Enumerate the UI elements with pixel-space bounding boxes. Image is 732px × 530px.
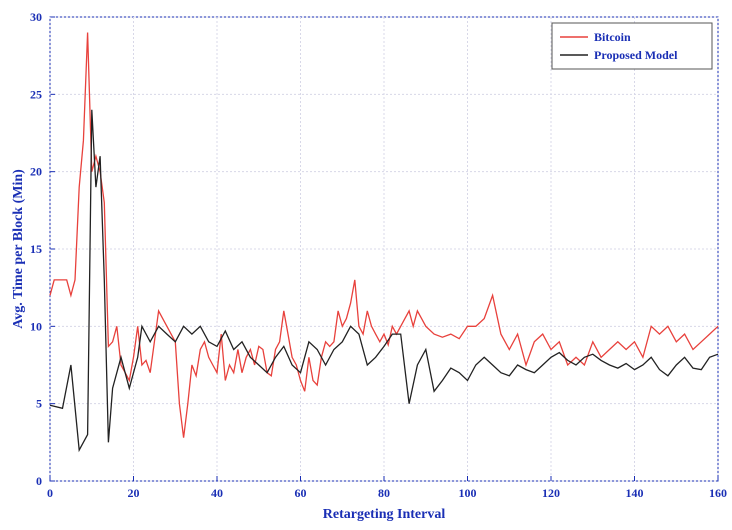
y-tick-label: 20 [30, 165, 42, 179]
y-axis-label: Avg. Time per Block (Min) [11, 169, 26, 329]
y-tick-label: 0 [36, 474, 42, 488]
y-tick-label: 5 [36, 397, 42, 411]
x-tick-label: 120 [542, 486, 560, 500]
x-tick-label: 100 [459, 486, 477, 500]
x-axis-label: Retargeting Interval [323, 507, 446, 522]
x-tick-label: 0 [47, 486, 53, 500]
legend-box [551, 22, 713, 70]
data-line [49, 109, 719, 453]
x-tick-label: 140 [626, 486, 644, 500]
y-tick-label: 30 [30, 10, 42, 24]
x-tick-label: 160 [709, 486, 727, 500]
x-tick-label: 80 [378, 486, 390, 500]
y-tick-label: 10 [30, 319, 42, 333]
x-tick-label: 20 [128, 486, 140, 500]
x-tick-label: 60 [295, 486, 307, 500]
x-tick-label: 40 [211, 486, 223, 500]
legend-label: Proposed Model [594, 48, 678, 62]
y-tick-label: 15 [30, 242, 42, 256]
legend-label: Bitcoin [594, 30, 631, 44]
y-tick-label: 25 [30, 87, 42, 101]
data-line [49, 32, 719, 438]
